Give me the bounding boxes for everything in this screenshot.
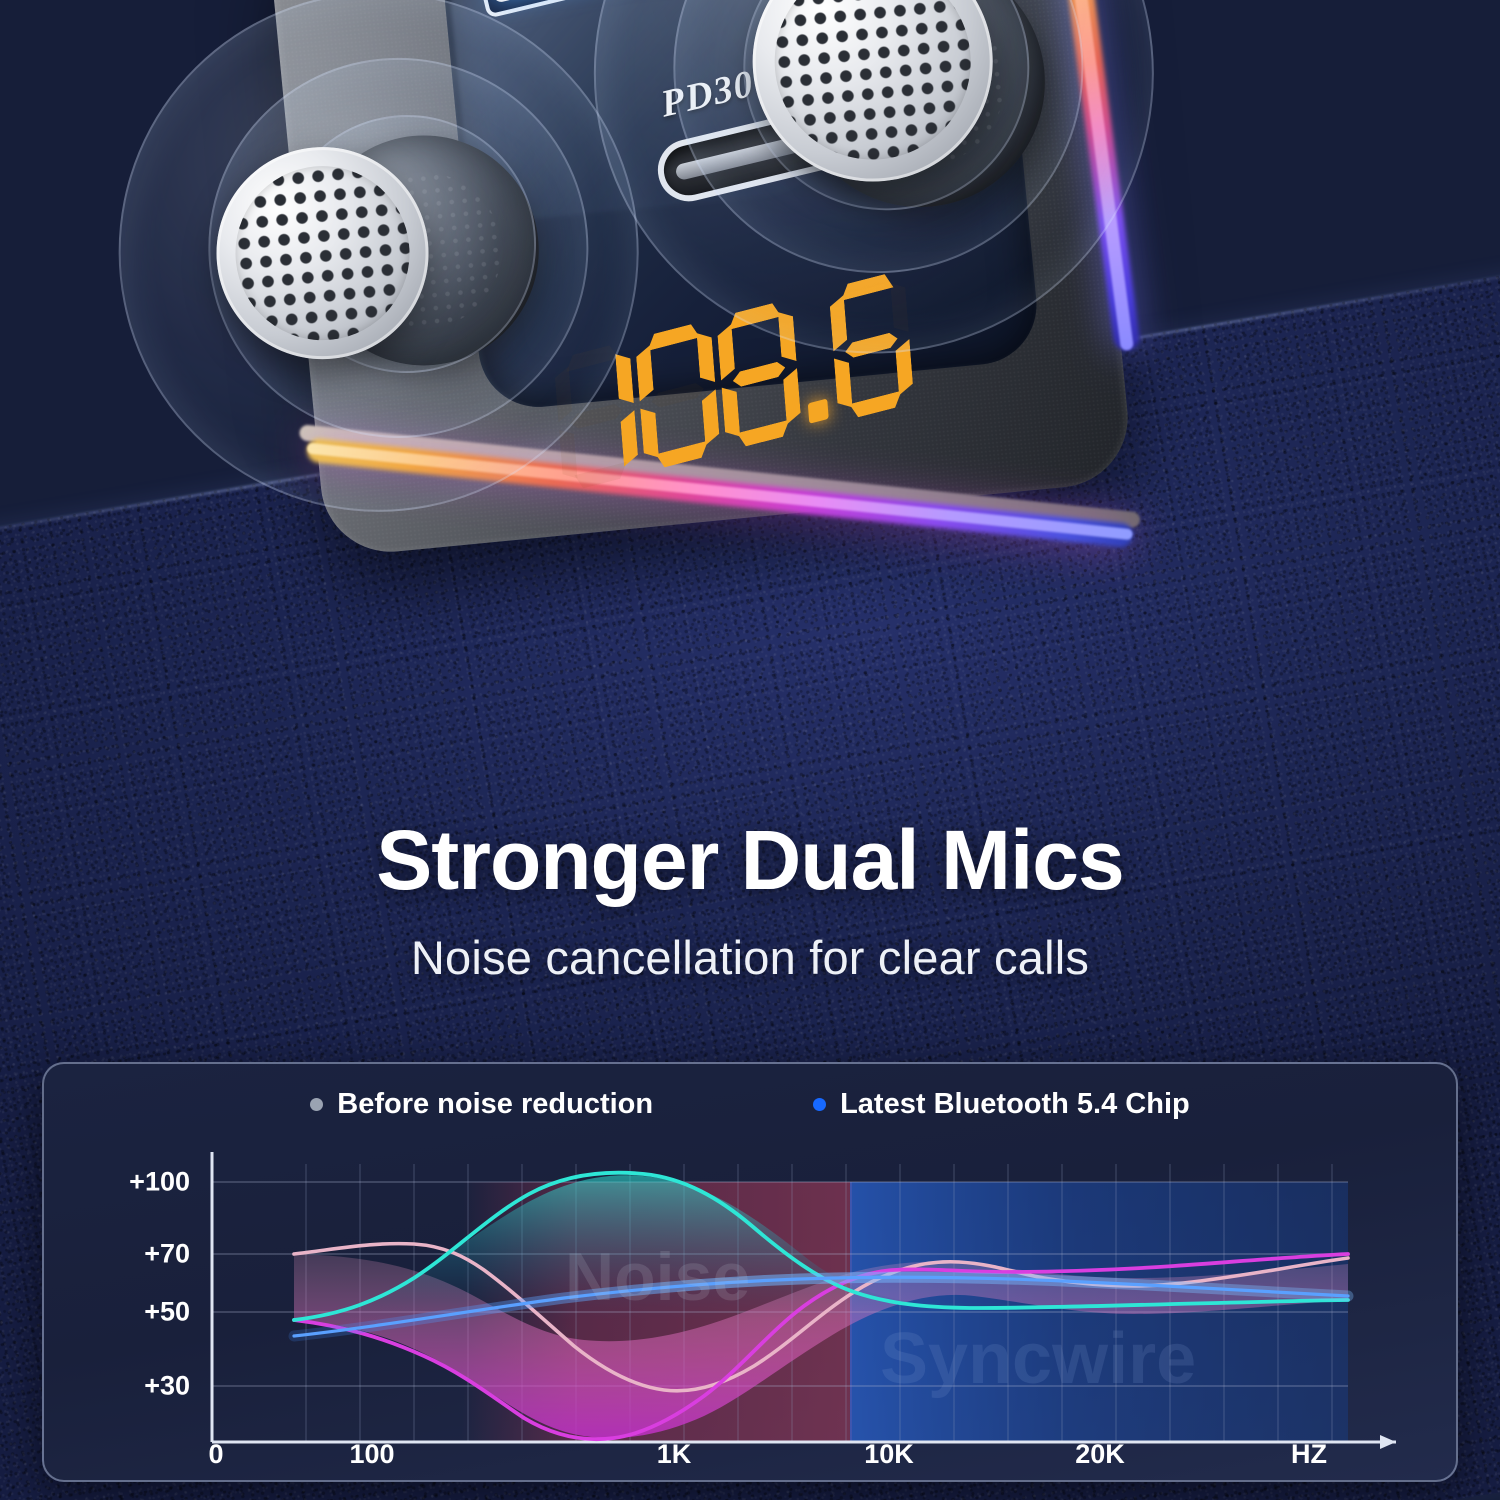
- series-bluetooth-peak: [292, 1170, 1350, 1322]
- x-tick-0: 0: [208, 1439, 224, 1469]
- page-subtitle: Noise cancellation for clear calls: [410, 931, 1090, 984]
- legend-item-bluetooth: Latest Bluetooth 5.4 Chip: [813, 1088, 1190, 1121]
- fm-transmitter-device: PD30W: [94, 0, 1194, 770]
- y-tick-50: +50: [144, 1296, 190, 1327]
- chart-plot-area: +100 +70 +50 +30 0 100 1K 10K 20K HZ: [44, 1064, 1456, 1480]
- x-tick-1k: 1K: [656, 1439, 692, 1469]
- frequency-response-chart: Before noise reduction Latest Bluetooth …: [42, 1062, 1458, 1482]
- y-tick-70: +70: [144, 1238, 190, 1269]
- x-tick-20k: 20K: [1075, 1439, 1125, 1469]
- legend-dot-icon: [310, 1098, 324, 1111]
- digit-0: [635, 319, 721, 472]
- legend-label-before: Before noise reduction: [337, 1088, 654, 1120]
- legend-dot-icon: [813, 1098, 827, 1111]
- y-tick-30: +30: [144, 1370, 190, 1401]
- page-title: Stronger Dual Mics: [376, 813, 1124, 907]
- x-axis-unit: HZ: [1291, 1439, 1327, 1469]
- legend-label-bluetooth: Latest Bluetooth 5.4 Chip: [840, 1088, 1190, 1120]
- series-teal-area: [294, 1175, 1348, 1320]
- chart-legend: Before noise reduction Latest Bluetooth …: [44, 1088, 1456, 1121]
- x-tick-10k: 10K: [864, 1439, 914, 1469]
- series-bluetooth-flat: [292, 1275, 1350, 1338]
- y-axis-labels: +100 +70 +50 +30: [44, 1064, 204, 1480]
- chart-svg: [210, 1152, 1396, 1449]
- series-before-valley: [292, 1252, 1350, 1442]
- x-tick-100: 100: [349, 1439, 395, 1469]
- series-noise-area: [294, 1254, 1348, 1438]
- y-tick-100: +100: [129, 1166, 190, 1197]
- legend-item-before: Before noise reduction: [310, 1088, 653, 1121]
- x-axis-arrow: [1380, 1435, 1396, 1449]
